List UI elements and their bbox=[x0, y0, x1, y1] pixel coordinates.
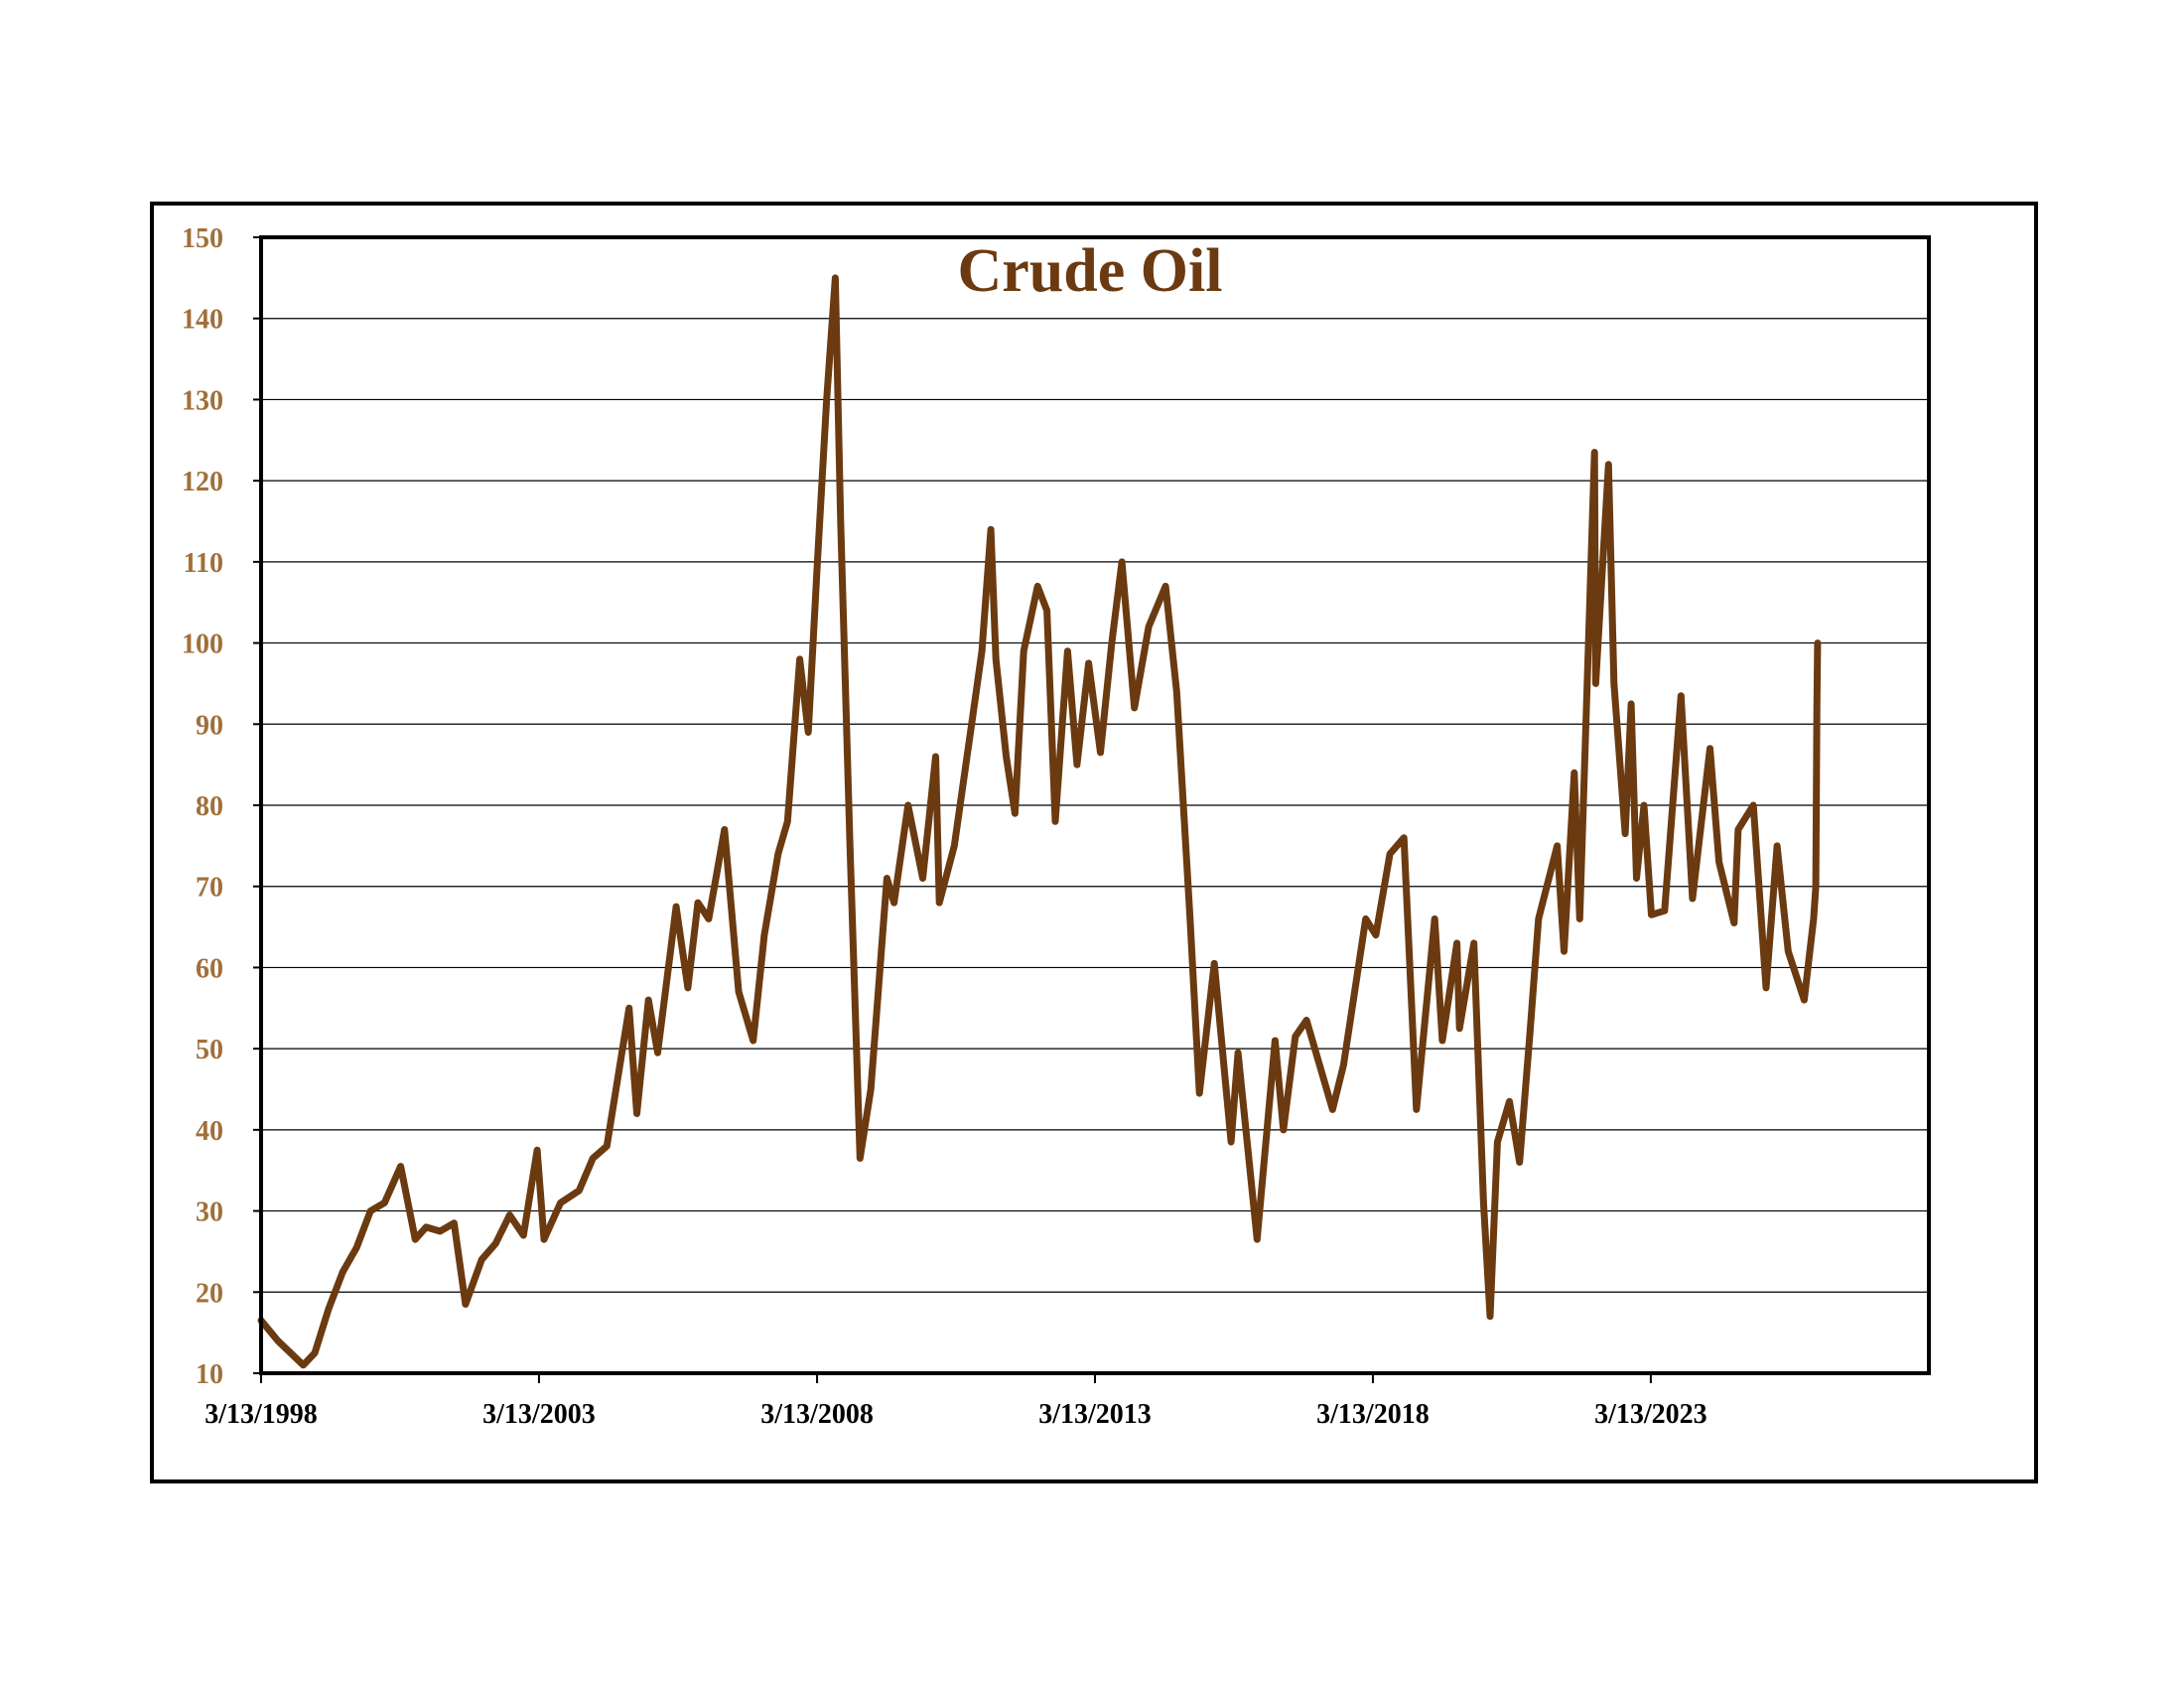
y-tick-label: 100 bbox=[182, 630, 223, 660]
y-tick-label: 130 bbox=[182, 385, 223, 416]
series-line-crude-oil bbox=[257, 274, 1822, 1369]
y-tick-label: 60 bbox=[196, 953, 223, 984]
series-layer bbox=[257, 274, 1822, 1369]
y-axis: 10 20 30 40 50 60 70 80 90 100 110 120 130 140 150 bbox=[182, 223, 261, 1390]
y-tick-label: 70 bbox=[196, 873, 223, 904]
x-tick-label: 3/13/2018 bbox=[1316, 1399, 1430, 1430]
x-tick-label: 3/13/2003 bbox=[482, 1399, 596, 1430]
y-tick-label: 80 bbox=[196, 791, 223, 822]
x-tick-label: 3/13/2008 bbox=[760, 1399, 874, 1430]
y-tick-label: 20 bbox=[196, 1278, 223, 1309]
y-tick-label: 50 bbox=[196, 1035, 223, 1065]
y-tick-label: 40 bbox=[196, 1116, 223, 1147]
chart-title: Crude Oil bbox=[958, 237, 1223, 305]
x-tick-label: 3/13/2013 bbox=[1038, 1399, 1152, 1430]
y-tick-label: 150 bbox=[182, 223, 223, 254]
y-tick-label: 120 bbox=[182, 467, 223, 497]
x-axis: 3/13/1998 3/13/2003 3/13/2008 3/13/2013 3/13… bbox=[205, 1373, 1707, 1430]
y-tick-label: 10 bbox=[196, 1359, 223, 1390]
y-tick-label: 90 bbox=[196, 710, 223, 741]
y-tick-label: 110 bbox=[184, 548, 223, 579]
y-tick-label: 30 bbox=[196, 1197, 223, 1228]
outer-frame bbox=[150, 202, 2038, 1483]
y-tick-label: 140 bbox=[182, 305, 223, 336]
x-tick-label: 3/13/1998 bbox=[205, 1399, 318, 1430]
x-tick-label: 3/13/2023 bbox=[1594, 1399, 1707, 1430]
